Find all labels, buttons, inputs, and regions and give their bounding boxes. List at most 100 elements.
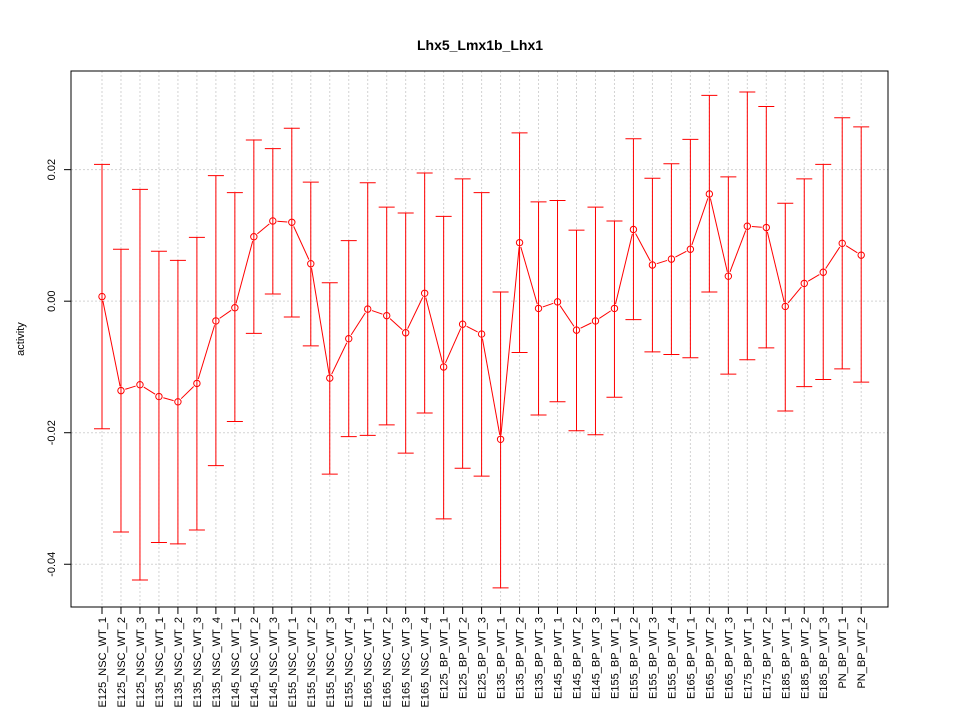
x-tick-label: PN_BP_WT_2 — [856, 617, 868, 689]
x-tick-label: E185_BP_WT_3 — [818, 617, 830, 699]
data-point — [458, 320, 467, 328]
x-tick-label: E155_BP_WT_2 — [628, 617, 640, 699]
x-tick-label: E175_BP_WT_1 — [742, 617, 754, 699]
series-line-segment — [371, 310, 383, 315]
x-tick-label: E165_BP_WT_3 — [723, 617, 735, 699]
series-line-segment — [125, 385, 136, 390]
series-line-segment — [635, 233, 651, 262]
data-point — [572, 326, 581, 334]
series-line-segment — [180, 386, 195, 400]
series-line-segment — [500, 247, 520, 435]
x-tick-label: E145_BP_WT_2 — [572, 617, 584, 699]
series-line-segment — [293, 226, 310, 260]
series-line-segment — [235, 240, 254, 304]
data-point — [762, 223, 770, 232]
series-line-segment — [656, 259, 668, 265]
data-point — [212, 317, 220, 325]
series-line-segment — [256, 223, 270, 235]
series-line-segment — [466, 325, 478, 333]
data-point — [705, 190, 714, 198]
x-tick-label: E155_NSC_WT_3 — [325, 617, 337, 708]
data-point — [383, 311, 391, 320]
series-line-segment — [825, 246, 841, 269]
x-tick-label: E155_BP_WT_3 — [647, 617, 659, 699]
x-tick-label: E155_BP_WT_4 — [666, 617, 678, 699]
x-tick-label: E145_NSC_WT_1 — [230, 617, 242, 708]
series-line-segment — [102, 300, 121, 387]
data-point — [648, 261, 657, 269]
x-tick-label: E125_NSC_WT_3 — [135, 617, 147, 708]
data-point — [231, 304, 239, 312]
y-tick-label: -0.04 — [46, 552, 58, 577]
x-tick-label: E165_BP_WT_2 — [704, 617, 716, 699]
series-line-segment — [143, 386, 156, 395]
data-point — [534, 304, 543, 313]
y-tick-label: 0.02 — [46, 159, 58, 180]
data-point — [667, 255, 676, 263]
series-line-segment — [311, 268, 330, 374]
data-point — [269, 217, 277, 225]
data-point — [629, 225, 638, 234]
x-tick-label: E135_BP_WT_2 — [515, 617, 527, 699]
data-point — [819, 268, 827, 276]
y-axis-label: activity — [15, 322, 27, 356]
series-line-segment — [481, 338, 501, 435]
series-line-segment — [729, 230, 747, 273]
data-point — [288, 218, 296, 226]
data-point — [250, 233, 258, 241]
x-tick-label: E125_BP_WT_1 — [439, 617, 451, 699]
x-tick-label: E145_BP_WT_3 — [590, 617, 602, 699]
x-tick-label: E165_NSC_WT_2 — [382, 617, 394, 708]
data-point — [98, 292, 106, 301]
series-line-segment — [559, 305, 575, 327]
series-line-segment — [845, 245, 858, 254]
data-point — [591, 317, 600, 325]
series-line-segment — [163, 397, 174, 402]
y-tick-label: 0.00 — [46, 290, 58, 311]
x-tick-label: E155_NSC_WT_2 — [306, 617, 318, 708]
series-line-segment — [807, 274, 820, 282]
series-line-segment — [407, 297, 424, 329]
data-point — [136, 381, 144, 389]
data-point — [420, 289, 429, 297]
grid — [71, 71, 888, 607]
x-axis: E125_NSC_WT_1 E125_NSC_WT_2 E125_NSC_WT_3 E… — [97, 607, 868, 708]
data-point — [401, 329, 410, 337]
series-line-segment — [580, 322, 592, 329]
x-tick-label: E125_NSC_WT_1 — [97, 617, 109, 708]
series-line-segment — [751, 226, 762, 228]
x-tick-label: E155_NSC_WT_1 — [287, 617, 299, 708]
x-tick-label: E165_NSC_WT_1 — [363, 617, 375, 708]
x-tick-label: E165_BP_WT_1 — [685, 617, 697, 699]
chart-title: Lhx5_Lmx1b_Lhx1 — [417, 37, 543, 53]
series-line-segment — [445, 328, 462, 364]
x-tick-label: E135_NSC_WT_4 — [211, 617, 223, 708]
data-point — [193, 379, 201, 388]
series-line-segment — [691, 198, 709, 246]
data-point — [439, 363, 448, 371]
data-point — [117, 386, 125, 395]
x-tick-label: E175_BP_WT_2 — [761, 617, 773, 699]
data-point — [724, 272, 733, 280]
data-point — [345, 334, 353, 343]
series-line-segment — [542, 302, 554, 308]
data-point — [515, 238, 524, 247]
series-line-segment — [615, 233, 633, 305]
series-line-segment — [787, 286, 802, 304]
data-point — [496, 435, 505, 443]
data-point — [610, 304, 619, 313]
data-point — [781, 302, 789, 311]
series-line-segment — [675, 250, 687, 258]
data-point — [174, 398, 182, 406]
data-point — [686, 245, 695, 253]
data-point — [326, 374, 334, 382]
series-line-segment — [197, 325, 216, 380]
data-point — [307, 259, 315, 268]
series-line-segment — [277, 220, 288, 223]
x-tick-label: E135_NSC_WT_1 — [154, 617, 166, 708]
x-tick-label: E145_NSC_WT_2 — [249, 617, 261, 708]
series-line-segment — [350, 312, 366, 336]
data-point — [838, 239, 846, 248]
x-tick-label: E135_BP_WT_1 — [496, 617, 508, 699]
